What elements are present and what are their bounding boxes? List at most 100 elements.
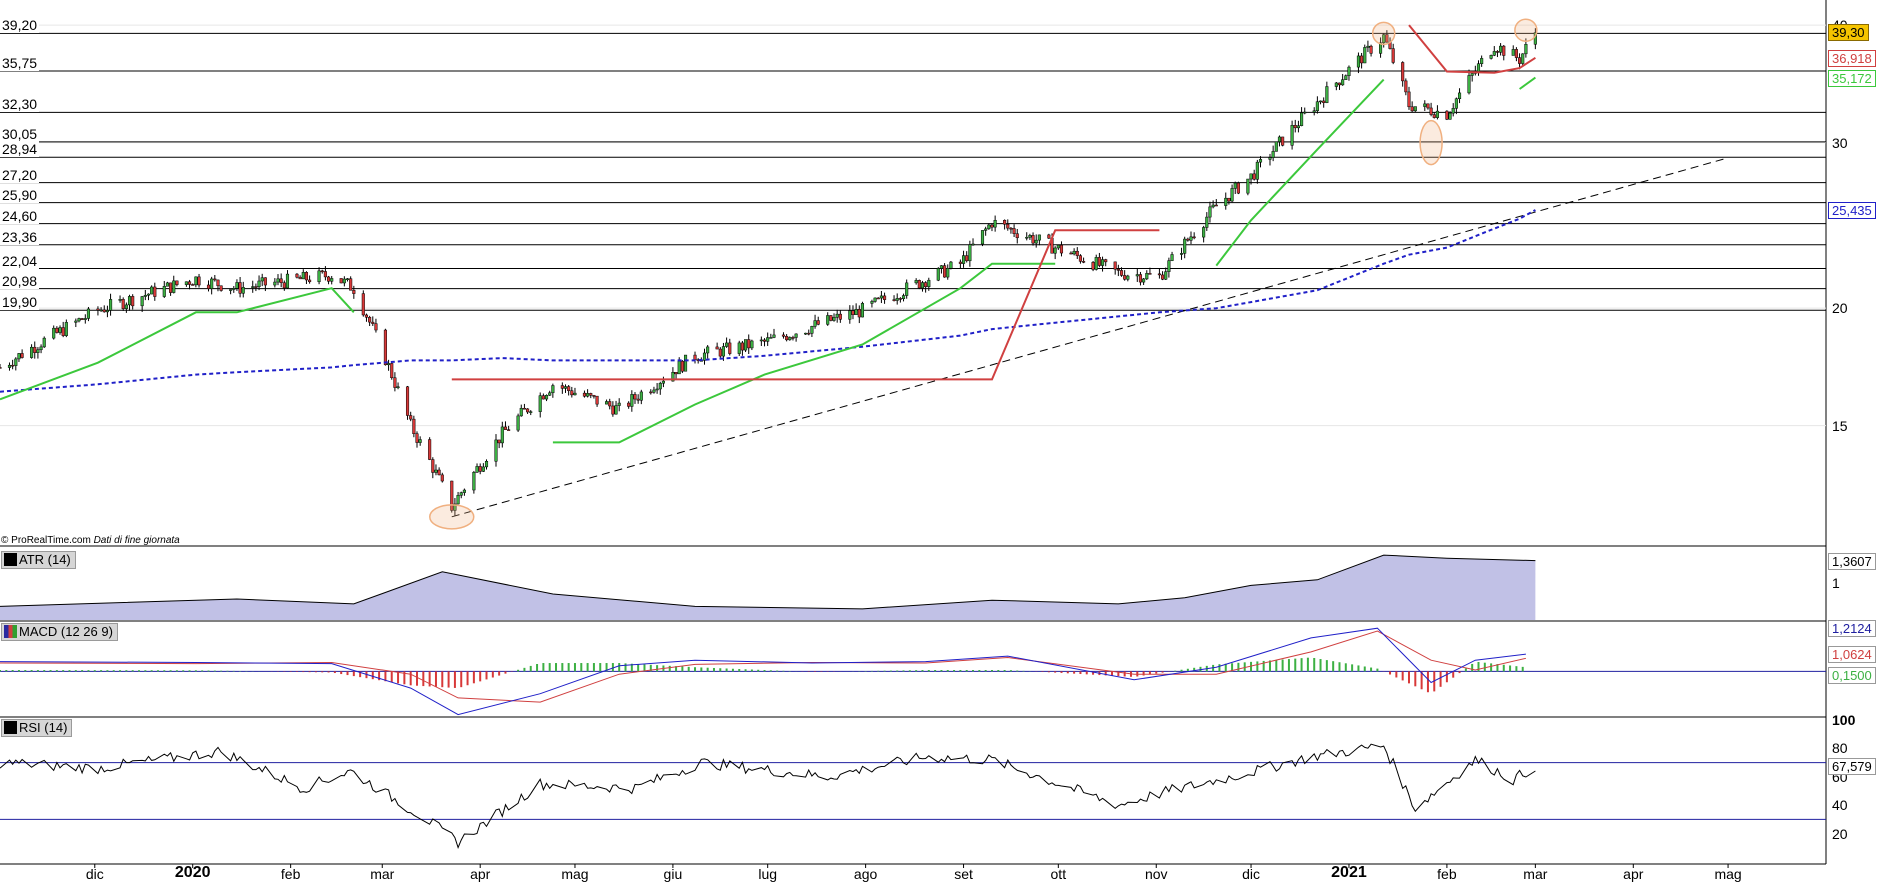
candle [406, 387, 409, 416]
candle [1493, 51, 1496, 55]
level-label: 30,05 [0, 126, 39, 142]
candle [981, 230, 984, 244]
macd-signal-value-tag: 1,0624 [1828, 646, 1876, 663]
x-axis-label: apr [1623, 866, 1643, 882]
price-tick-label: 20 [1832, 300, 1848, 316]
candle [1414, 107, 1417, 111]
x-axis-label: nov [1145, 866, 1168, 882]
candle [1070, 253, 1073, 254]
candle [1401, 62, 1404, 80]
rsi-title[interactable]: RSI (14) [1, 719, 72, 737]
candle [1411, 107, 1414, 111]
macd-histogram-bar [1307, 658, 1309, 672]
candle [1048, 235, 1051, 238]
candle [302, 272, 305, 279]
macd-histogram-bar [764, 670, 766, 671]
candle [1348, 67, 1351, 76]
close-value-tag: 39,30 [1828, 24, 1869, 41]
candle [937, 268, 940, 280]
candle [1357, 56, 1360, 67]
macd-histogram-bar [1042, 671, 1044, 672]
macd-histogram-bar [1174, 671, 1176, 672]
candle [163, 286, 166, 296]
candle [176, 281, 179, 285]
macd-histogram-bar [1515, 666, 1517, 671]
candle [770, 337, 773, 338]
candle [653, 390, 656, 392]
candle [719, 349, 722, 356]
candle [1313, 111, 1316, 112]
macd-histogram-bar [1370, 668, 1372, 672]
candle [141, 296, 144, 305]
candle [207, 285, 210, 289]
candle [1013, 229, 1016, 234]
candle [1127, 276, 1130, 279]
candle [428, 440, 431, 460]
candle [1032, 235, 1035, 243]
level-label: 35,75 [0, 55, 39, 71]
candle [8, 365, 11, 367]
macd-swatch-icon [4, 625, 17, 638]
macd-histogram-bar [978, 670, 980, 671]
macd-histogram-bar [422, 671, 424, 686]
macd-histogram-bar [523, 668, 525, 672]
candle [394, 378, 397, 388]
candle [1209, 207, 1212, 217]
macd-histogram-bar [1237, 663, 1239, 672]
candle [950, 262, 953, 268]
candle [346, 279, 349, 280]
atr-title[interactable]: ATR (14) [1, 551, 76, 569]
candle [1183, 239, 1186, 253]
candle [1234, 183, 1237, 188]
candle [210, 279, 213, 289]
macd-histogram-bar [738, 669, 740, 671]
red-stop-value-tag: 36,918 [1828, 50, 1876, 67]
macd-histogram-bar [43, 670, 45, 671]
candle [1427, 104, 1430, 108]
macd-histogram-bar [732, 669, 734, 672]
candle [902, 296, 905, 299]
x-axis-label: dic [86, 866, 104, 882]
macd-histogram-bar [934, 670, 936, 671]
macd-histogram-bar [915, 670, 917, 671]
macd-title[interactable]: MACD (12 26 9) [1, 623, 118, 641]
macd-histogram-bar [580, 663, 582, 671]
macd-histogram-bar [966, 670, 968, 671]
macd-histogram-bar [473, 671, 475, 683]
candle [150, 287, 153, 294]
candle [612, 406, 615, 414]
candle [744, 339, 747, 350]
level-label: 32,30 [0, 96, 39, 112]
highlight-ellipse [430, 505, 474, 529]
candle [1496, 51, 1499, 52]
macd-histogram-bar [18, 670, 20, 671]
candle [526, 409, 529, 412]
candle [103, 310, 106, 312]
x-axis-label: 2021 [1331, 864, 1367, 882]
candle [1095, 257, 1098, 269]
candle [1458, 93, 1461, 99]
candle [30, 347, 33, 357]
macd-histogram-bar [751, 670, 753, 672]
macd-histogram-bar [106, 670, 108, 671]
candle [109, 299, 112, 310]
candle [1319, 101, 1322, 102]
macd-histogram-bar [1073, 671, 1075, 673]
candle [1291, 125, 1294, 145]
candle [1502, 46, 1505, 55]
candle [33, 347, 36, 352]
candle [596, 396, 599, 404]
macd-histogram-bar [1446, 671, 1448, 682]
macd-histogram-bar [700, 667, 702, 671]
macd-histogram-bar [391, 671, 393, 682]
candle [1480, 58, 1483, 63]
candle [18, 353, 21, 358]
candle [131, 296, 134, 305]
macd-histogram-bar [814, 671, 816, 672]
level-label: 28,94 [0, 141, 39, 157]
macd-histogram-bar [31, 670, 33, 671]
level-label: 39,20 [0, 17, 39, 33]
macd-histogram-bar [372, 671, 374, 679]
candle [984, 229, 987, 231]
candle [59, 328, 62, 333]
